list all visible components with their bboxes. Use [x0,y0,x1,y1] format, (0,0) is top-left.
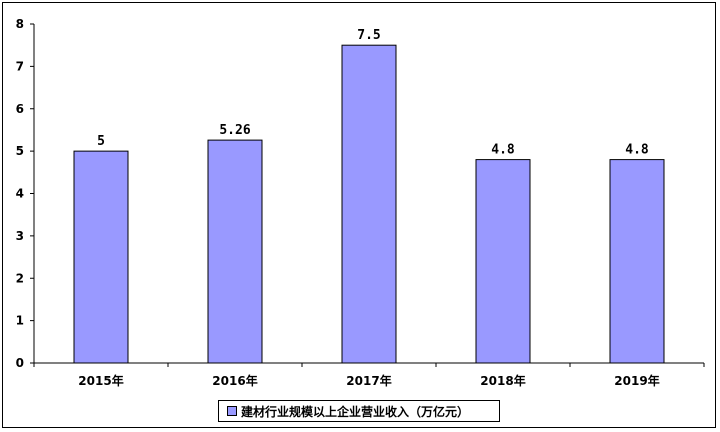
data-label: 5.26 [219,123,250,138]
y-tick-label: 6 [16,102,24,116]
y-tick-label: 2 [16,271,24,285]
bar [73,150,129,364]
y-tick-label: 3 [16,229,24,243]
y-tick-label: 5 [16,144,24,158]
x-tick-label: 2015年 [78,373,123,388]
bar [207,139,263,364]
legend-swatch [227,406,237,416]
legend-label: 建材行业规模以上企业营业收入（万亿元） [241,404,470,419]
y-tick-label: 1 [16,314,24,328]
bar [341,44,397,364]
x-tick-label: 2018年 [480,373,525,388]
bar [609,159,665,364]
x-tick-label: 2019年 [614,373,659,388]
legend: 建材行业规模以上企业营业收入（万亿元） [218,400,500,422]
data-label: 4.8 [625,143,649,158]
x-tick-label: 2017年 [346,373,391,388]
data-label: 4.8 [491,143,515,158]
x-tick-label: 2016年 [212,373,257,388]
y-tick-label: 4 [16,187,24,201]
y-tick-label: 0 [16,356,24,370]
bar [475,159,531,364]
data-label: 5 [97,134,105,149]
data-label: 7.5 [357,28,380,43]
y-tick-label: 8 [16,17,24,31]
y-tick-label: 7 [16,59,24,73]
